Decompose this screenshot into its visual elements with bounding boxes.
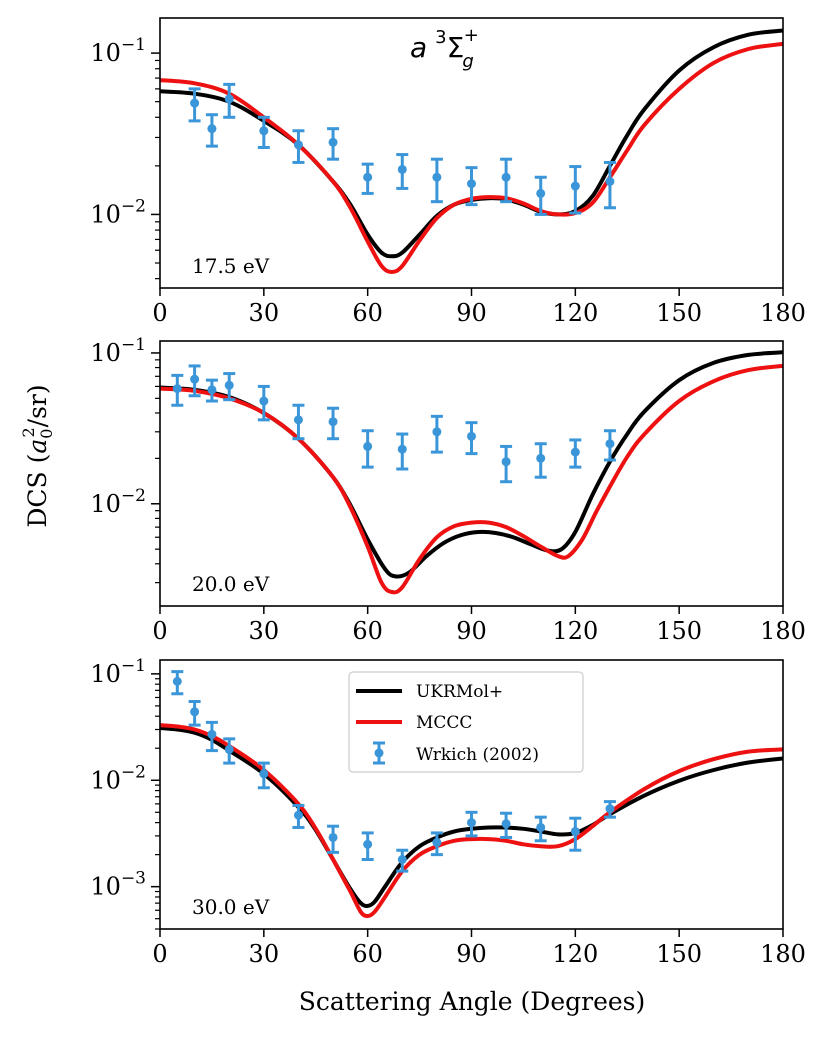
x-tick-label: 90 xyxy=(456,617,487,645)
data-point xyxy=(465,421,478,456)
data-point xyxy=(500,811,513,839)
x-tick-label: 60 xyxy=(352,940,383,968)
axes-frame xyxy=(159,340,784,607)
data-point xyxy=(430,831,443,857)
legend-label-wrkich: Wrkich (2002) xyxy=(416,745,539,765)
series-line-mccc xyxy=(160,363,783,595)
data-point xyxy=(534,815,547,843)
data-point xyxy=(603,429,616,462)
data-point xyxy=(205,113,218,148)
legend-label-mccc: MCCC xyxy=(416,713,472,733)
data-point xyxy=(569,438,582,469)
x-tick-label: 150 xyxy=(656,940,702,968)
x-tick-label: 150 xyxy=(656,617,702,645)
x-axis-label: Scattering Angle (Degrees) xyxy=(299,987,646,1016)
y-tick-label: 10−1 xyxy=(90,335,146,367)
data-point xyxy=(465,166,478,207)
data-point xyxy=(465,810,478,838)
data-point xyxy=(327,127,340,161)
data-point xyxy=(603,800,616,819)
data-point xyxy=(188,364,201,398)
legend-frame xyxy=(348,671,584,773)
x-tick-label: 60 xyxy=(352,617,383,645)
x-tick-label: 120 xyxy=(552,299,598,327)
y-tick-label: 10−2 xyxy=(90,762,146,794)
data-point xyxy=(171,373,184,407)
x-tick-label: 90 xyxy=(456,299,487,327)
data-point xyxy=(534,442,547,479)
y-tick-label: 10−2 xyxy=(90,196,146,228)
energy-label: 17.5 eV xyxy=(192,254,270,278)
axes-frame xyxy=(159,17,784,289)
panel-30.0-ev: 10−1 10−2 10−3 0 30 60 90 120 150 180 30.0 eV xyxy=(90,656,806,968)
data-point xyxy=(223,82,236,119)
x-tick-label: 30 xyxy=(249,299,280,327)
y-axis-label: DCS (a02/sr) xyxy=(19,384,56,527)
x-tick-label: 0 xyxy=(152,617,167,645)
x-tick-label: 180 xyxy=(760,299,806,327)
data-point xyxy=(257,761,270,790)
y-tick-label: 10−2 xyxy=(90,486,146,518)
panel-17.5-ev: 10−1 10−2 0 30 60 90 120 150 180 17.5 eV xyxy=(90,17,806,327)
data-point xyxy=(569,165,582,215)
energy-label: 20.0 eV xyxy=(192,572,270,596)
x-tick-label: 180 xyxy=(760,617,806,645)
data-point xyxy=(569,816,582,852)
data-point xyxy=(396,432,409,471)
data-point xyxy=(327,824,340,854)
data-point xyxy=(257,115,270,149)
x-tick-label: 90 xyxy=(456,940,487,968)
x-tick-label: 150 xyxy=(656,299,702,327)
legend-label-ukrmol: UKRMol+ xyxy=(416,682,503,702)
data-point xyxy=(361,831,374,862)
x-tick-label: 180 xyxy=(760,940,806,968)
chart-title: a 3Σg+ xyxy=(410,25,479,72)
data-point xyxy=(205,378,218,403)
data-point xyxy=(361,429,374,469)
legend: UKRMol+ MCCC Wrkich (2002) xyxy=(348,671,584,773)
data-point xyxy=(430,157,443,204)
x-tick-label: 0 xyxy=(152,299,167,327)
data-point xyxy=(500,157,513,204)
x-tick-label: 30 xyxy=(249,617,280,645)
data-point xyxy=(292,403,305,441)
y-tick-label: 10−1 xyxy=(90,656,146,688)
data-point xyxy=(257,384,270,422)
data-point xyxy=(430,414,443,454)
data-point xyxy=(396,153,409,190)
plot-area xyxy=(160,341,783,606)
x-tick-label: 0 xyxy=(152,940,167,968)
x-tick-label: 120 xyxy=(552,617,598,645)
y-tick-label: 10−3 xyxy=(90,869,146,901)
data-point xyxy=(171,670,184,696)
data-point xyxy=(603,160,616,210)
x-tick-label: 120 xyxy=(552,940,598,968)
data-point xyxy=(205,720,218,753)
data-point xyxy=(188,87,201,123)
data-point xyxy=(327,406,340,441)
data-point xyxy=(534,175,547,216)
y-tick-label: 10−1 xyxy=(90,35,146,67)
data-point xyxy=(500,444,513,484)
data-point xyxy=(396,848,409,873)
axes-frame xyxy=(159,659,784,930)
data-point xyxy=(188,699,201,727)
data-point xyxy=(292,129,305,164)
data-point xyxy=(292,803,305,829)
data-point xyxy=(361,162,374,195)
x-tick-label: 60 xyxy=(352,299,383,327)
data-point xyxy=(223,737,236,765)
data-point xyxy=(223,372,236,402)
x-tick-label: 30 xyxy=(249,940,280,968)
energy-label: 30.0 eV xyxy=(192,895,270,919)
panel-20.0-ev: 10−1 10−2 0 30 60 90 120 150 180 20.0 eV xyxy=(90,335,806,645)
legend-swatch-wrkich xyxy=(373,741,385,765)
plot-area xyxy=(160,18,783,288)
